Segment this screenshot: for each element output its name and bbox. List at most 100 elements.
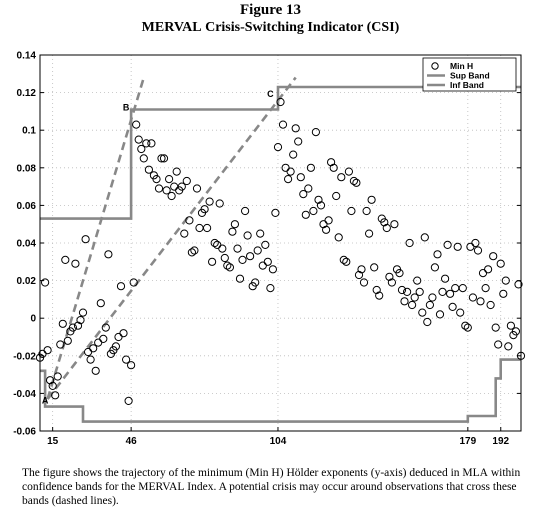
annotation-label: C bbox=[267, 89, 274, 99]
min-h-point bbox=[433, 250, 442, 259]
min-h-point bbox=[180, 229, 189, 238]
min-h-point bbox=[187, 248, 196, 257]
min-h-point bbox=[41, 278, 50, 287]
min-h-point bbox=[296, 173, 305, 182]
min-h-point bbox=[354, 270, 364, 280]
min-h-point bbox=[476, 297, 485, 306]
min-h-point bbox=[218, 244, 227, 253]
min-h-point bbox=[306, 163, 315, 172]
min-h-point bbox=[332, 191, 341, 201]
legend-marker-circle bbox=[431, 62, 439, 70]
min-h-point bbox=[134, 135, 143, 144]
min-h-point bbox=[448, 302, 457, 311]
min-h-point bbox=[208, 257, 217, 266]
min-h-point bbox=[147, 139, 156, 148]
min-h-point bbox=[266, 284, 275, 293]
min-h-point bbox=[210, 238, 219, 248]
subtitle-abbr: CSI bbox=[371, 20, 395, 35]
min-h-point bbox=[456, 308, 465, 317]
min-h-point bbox=[365, 229, 374, 238]
min-h-point bbox=[425, 300, 434, 310]
min-h-point bbox=[223, 261, 232, 270]
y-tick-label: 0 bbox=[30, 314, 36, 325]
min-h-point bbox=[370, 263, 379, 272]
min-h-point bbox=[162, 186, 171, 195]
min-h-point bbox=[362, 206, 371, 216]
min-h-point bbox=[78, 308, 88, 317]
figure-title: Figure 13 bbox=[240, 2, 301, 18]
min-h-point bbox=[461, 321, 470, 330]
min-h-point bbox=[309, 206, 318, 216]
crisis-dashed-line bbox=[46, 76, 297, 400]
inf-band-line bbox=[40, 358, 521, 423]
min-h-point bbox=[357, 265, 366, 274]
min-h-point bbox=[190, 246, 199, 255]
min-h-point bbox=[324, 216, 333, 225]
min-h-point bbox=[496, 259, 505, 268]
min-h-point bbox=[144, 165, 153, 174]
min-h-point bbox=[61, 255, 70, 264]
y-tick-label: 0.12 bbox=[17, 88, 37, 99]
min-h-point bbox=[284, 175, 293, 184]
x-tick-label: 192 bbox=[492, 436, 509, 447]
min-h-point bbox=[132, 120, 141, 129]
y-tick-label: -0.06 bbox=[13, 427, 36, 438]
caption-part1: The figure shows the trajectory of the m… bbox=[22, 467, 463, 479]
caption-part3: Index. A potential crisis may occur arou… bbox=[22, 481, 517, 507]
min-h-point bbox=[241, 206, 250, 216]
min-h-point bbox=[182, 176, 191, 186]
min-h-point bbox=[137, 144, 146, 154]
min-h-point bbox=[243, 231, 252, 240]
min-h-point bbox=[104, 250, 113, 259]
min-h-point bbox=[316, 201, 326, 210]
min-h-point bbox=[233, 244, 242, 253]
min-h-point bbox=[397, 285, 407, 295]
y-tick-label: -0.02 bbox=[13, 351, 36, 362]
min-h-point bbox=[441, 274, 450, 283]
min-h-point bbox=[468, 293, 477, 302]
min-h-point bbox=[73, 321, 83, 330]
min-h-point bbox=[101, 323, 110, 332]
min-h-point bbox=[63, 336, 72, 345]
min-h-point bbox=[152, 175, 161, 184]
min-h-point bbox=[251, 278, 260, 287]
legend-label: Inf Band bbox=[450, 80, 484, 90]
x-tick-label: 179 bbox=[459, 436, 476, 447]
subtitle-main: Crisis-Switching Indicator ( bbox=[201, 20, 372, 35]
caption-part2: within confidence bands for the bbox=[22, 467, 521, 493]
min-h-point bbox=[334, 233, 343, 242]
min-h-point bbox=[177, 182, 186, 191]
min-h-point bbox=[420, 233, 429, 242]
min-h-point bbox=[48, 381, 57, 390]
min-h-point bbox=[400, 297, 409, 306]
min-h-point bbox=[205, 197, 214, 206]
x-tick-label: 46 bbox=[126, 436, 138, 447]
y-tick-label: -0.04 bbox=[13, 389, 36, 400]
min-h-point bbox=[276, 97, 285, 107]
min-h-point bbox=[418, 308, 427, 317]
min-h-point bbox=[484, 265, 493, 274]
min-h-point bbox=[352, 178, 361, 187]
y-tick-label: 0.02 bbox=[17, 276, 37, 287]
min-h-point bbox=[342, 257, 351, 266]
min-h-point bbox=[142, 139, 151, 148]
min-h-point bbox=[124, 396, 133, 405]
min-h-point bbox=[504, 342, 513, 351]
min-h-point bbox=[446, 289, 455, 298]
min-h-point bbox=[159, 154, 169, 163]
bands bbox=[40, 85, 521, 423]
min-h-point bbox=[165, 175, 174, 184]
min-h-point bbox=[122, 355, 131, 364]
min-h-point bbox=[494, 340, 503, 349]
min-h-point bbox=[99, 334, 108, 343]
min-h-point bbox=[81, 235, 90, 244]
min-h-point bbox=[375, 291, 384, 300]
min-h-point bbox=[43, 346, 52, 355]
min-h-point bbox=[294, 137, 303, 146]
min-h-point bbox=[157, 154, 166, 163]
min-h-point bbox=[261, 240, 270, 249]
min-h-point bbox=[291, 124, 300, 133]
csi-chart: A B C -0.06 -0.04 -0.02 0 0.02 0.04 0.06 0.08 0.1 0… bbox=[13, 51, 526, 447]
min-h-point bbox=[501, 276, 510, 285]
min-h-point bbox=[499, 289, 508, 298]
